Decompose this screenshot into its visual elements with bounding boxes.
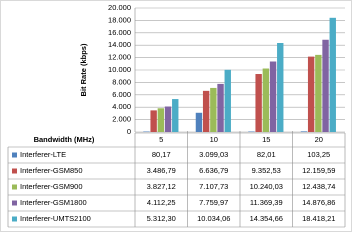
- table-value: 3.486,79: [147, 166, 176, 175]
- chart: Bit Rate (kbps) Bandwidth (MHz) 0 2.000 4.…: [0, 0, 352, 232]
- y-axis-title: Bit Rate (kbps): [79, 43, 88, 96]
- table-value: 4.112,25: [147, 198, 176, 207]
- bar: [277, 43, 284, 132]
- table-value: 103,25: [307, 150, 330, 159]
- legend-label: Interferer-GSM900: [20, 182, 83, 191]
- legend-label: Interferer-GSM850: [20, 166, 83, 175]
- bar: [262, 68, 270, 132]
- bar: [322, 39, 329, 132]
- table-value: 10.034,06: [197, 214, 230, 223]
- y-tick-label: 16.000: [108, 28, 131, 37]
- table-value: 10.240,03: [250, 182, 283, 191]
- table-value: 7.759,97: [199, 198, 228, 207]
- y-tick-label: 20.000: [108, 3, 131, 12]
- bar: [195, 112, 203, 132]
- y-tick-label: 2.000: [112, 115, 131, 124]
- bar: [255, 74, 262, 132]
- legend-swatch: [12, 184, 17, 190]
- bar: [307, 56, 315, 132]
- legend-label: Interferer-GSM1800: [20, 198, 87, 207]
- x-tick-label: 15: [262, 135, 270, 144]
- table-value: 7.107,73: [199, 182, 228, 191]
- table-value: 80,17: [152, 150, 171, 159]
- bar: [157, 108, 165, 132]
- legend-swatch: [12, 216, 17, 222]
- legend-label: Interferer-UMTS2100: [20, 214, 91, 223]
- table-value: 5.312,30: [147, 214, 176, 223]
- legend-label: Interferer-LTE: [20, 150, 66, 159]
- bar: [217, 83, 224, 132]
- bar: [269, 61, 277, 132]
- table-value: 12.438,74: [302, 182, 335, 191]
- y-tick-label: 14.000: [108, 40, 131, 49]
- y-tick-label: 12.000: [108, 53, 131, 62]
- bar: [150, 110, 157, 132]
- y-tick-label: 6.000: [112, 90, 131, 99]
- bar: [248, 131, 255, 132]
- x-tick-label: 20: [315, 135, 323, 144]
- bar: [329, 17, 336, 132]
- legend-swatch: [12, 200, 17, 206]
- table-value: 18.418,21: [302, 214, 335, 223]
- table-value: 9.352,53: [252, 166, 281, 175]
- x-axis-title: Bandwidth (MHz): [34, 135, 95, 144]
- table-value: 12.159,59: [302, 166, 335, 175]
- bar: [224, 69, 231, 132]
- bar: [164, 106, 172, 132]
- bar: [300, 131, 308, 132]
- y-tick-label: 4.000: [112, 102, 131, 111]
- legend-swatch: [12, 168, 17, 174]
- table-value: 11.369,39: [250, 198, 283, 207]
- bar: [202, 90, 210, 132]
- bar: [172, 99, 179, 132]
- table-value: 14.354,66: [250, 214, 283, 223]
- y-tick-label: 18.000: [108, 15, 131, 24]
- table-value: 82,01: [257, 150, 276, 159]
- bar: [315, 54, 322, 133]
- table-value: 3.099,03: [199, 150, 228, 159]
- y-tick-label: 8.000: [112, 77, 131, 86]
- legend-swatch: [12, 152, 17, 158]
- table-value: 6.636,79: [199, 166, 228, 175]
- bar: [210, 87, 217, 132]
- x-tick-label: 5: [159, 135, 163, 144]
- table-value: 14.876,86: [302, 198, 335, 207]
- y-tick-label: 10.000: [108, 65, 131, 74]
- y-tick-label: 0: [127, 127, 131, 136]
- table-value: 3.827,12: [147, 182, 176, 191]
- x-tick-label: 10: [210, 135, 218, 144]
